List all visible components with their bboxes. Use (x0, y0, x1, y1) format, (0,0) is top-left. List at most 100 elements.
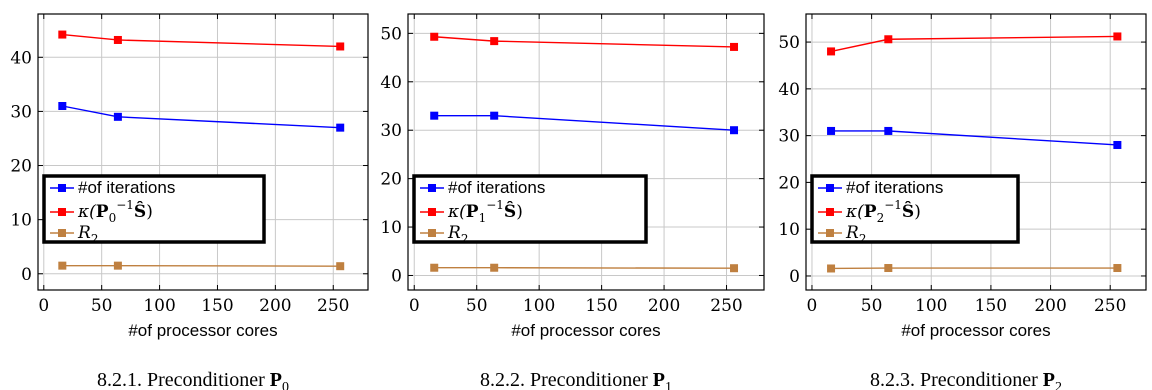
kappa-schur: Ŝ (902, 201, 914, 222)
plot-frame (37, 13, 369, 291)
kappa-schur: Ŝ (134, 201, 146, 222)
kappa-superscript: −1 (116, 198, 134, 212)
kappa-suffix: ) (146, 202, 153, 222)
data-point-2 (884, 264, 893, 273)
series-line-0 (62, 105, 341, 129)
x-tick-label: 100 (143, 296, 175, 316)
data-point-1 (490, 37, 499, 46)
data-point-2 (336, 262, 345, 271)
y-tick-label: 20 (10, 157, 32, 177)
x-tick-label: 150 (201, 296, 233, 316)
r-symbol: R (845, 223, 859, 243)
y-tick-label: 50 (380, 24, 402, 44)
x-tick-label: 150 (975, 296, 1007, 316)
y-tick-label: 30 (380, 121, 402, 141)
y-tick-label: 40 (778, 80, 800, 100)
data-point-0 (730, 126, 739, 135)
y-tick-label: 30 (778, 127, 800, 147)
r-symbol: R (447, 223, 461, 243)
y-tick-label: 10 (10, 211, 32, 231)
data-point-1 (730, 42, 739, 51)
x-tick-label: 50 (466, 296, 488, 316)
legend-swatch-marker (58, 208, 66, 216)
data-point-1 (827, 47, 836, 56)
data-point-1 (1113, 32, 1122, 41)
data-point-0 (827, 126, 836, 135)
r-symbol: R (77, 223, 91, 243)
data-point-1 (430, 32, 439, 41)
legend-swatch-marker (826, 229, 834, 237)
data-point-0 (1113, 140, 1122, 149)
data-point-0 (113, 112, 122, 121)
y-tick-label: 50 (778, 33, 800, 53)
legend-label-kappa: κ(P2−1Ŝ) (845, 198, 921, 225)
legend-label-r2: R2 (845, 223, 866, 246)
y-tick-label: 0 (21, 265, 32, 285)
legend-label-iterations: #of iterations (78, 178, 175, 197)
x-tick-label: 0 (409, 296, 420, 316)
y-tick-label: 40 (10, 48, 32, 68)
legend-label-kappa: κ(P1−1Ŝ) (447, 198, 523, 225)
legend-swatch-marker (428, 229, 436, 237)
x-tick-label: 250 (710, 296, 742, 316)
x-tick-label: 100 (915, 296, 947, 316)
caption-subscript: 2 (1055, 380, 1062, 390)
y-tick-label: 0 (391, 266, 402, 286)
legend-box (412, 174, 648, 244)
y-tick-label: 30 (10, 102, 32, 122)
legend-swatch-marker (58, 229, 66, 237)
legend-swatch-marker (428, 184, 436, 192)
legend-swatch-marker (428, 208, 436, 216)
x-axis-label: #of processor cores (511, 321, 660, 340)
kappa-suffix: ) (516, 202, 523, 222)
kappa-prefix: κ( (845, 202, 864, 222)
data-point-2 (490, 263, 499, 272)
legend-swatch-marker (826, 184, 834, 192)
series-line-1 (434, 36, 735, 48)
x-axis-label: #of processor cores (901, 321, 1050, 340)
panel-caption: 8.2.2. Preconditioner P1 (480, 369, 672, 390)
data-point-1 (58, 30, 67, 39)
data-point-1 (113, 35, 122, 44)
x-tick-label: 250 (1094, 296, 1126, 316)
r-subscript: 2 (91, 232, 99, 246)
legend-box (42, 174, 266, 244)
y-tick-label: 10 (380, 218, 402, 238)
data-point-2 (58, 261, 67, 270)
x-tick-label: 0 (807, 296, 818, 316)
caption-text: 8.2.1. Preconditioner (97, 369, 270, 390)
r-subscript: 2 (859, 232, 867, 246)
data-point-2 (113, 261, 122, 270)
r-subscript: 2 (461, 232, 469, 246)
chart-panel-p2: 0 50 100 150 200 250 0 10 20 30 40 50 #of processor … (778, 13, 1147, 390)
data-point-1 (884, 35, 893, 44)
x-tick-label: 50 (91, 296, 113, 316)
kappa-matrix: P (96, 202, 109, 222)
kappa-subscript: 2 (877, 211, 885, 225)
legend-label-r2: R2 (77, 223, 98, 246)
data-point-0 (490, 111, 499, 120)
caption-text: 8.2.3. Preconditioner (870, 369, 1043, 390)
legend-label-kappa: κ(P0−1Ŝ) (77, 198, 153, 225)
kappa-subscript: 1 (479, 211, 487, 225)
chart-panel-p1: 0 50 100 150 200 250 0 10 20 30 40 50 #of processor … (380, 13, 765, 390)
series-line-1 (830, 35, 1118, 53)
legend-label-iterations: #of iterations (448, 178, 545, 197)
y-tick-label: 10 (778, 220, 800, 240)
legend-label-iterations: #of iterations (846, 178, 943, 197)
kappa-suffix: ) (914, 202, 921, 222)
kappa-subscript: 0 (109, 211, 117, 225)
x-tick-label: 0 (38, 296, 49, 316)
x-tick-label: 200 (259, 296, 291, 316)
panel-caption: 8.2.1. Preconditioner P0 (97, 369, 289, 390)
x-axis-label: #of processor cores (128, 321, 277, 340)
caption-symbol: P (653, 369, 665, 390)
x-tick-label: 200 (1034, 296, 1066, 316)
x-tick-label: 100 (523, 296, 555, 316)
legend-swatch-marker (58, 184, 66, 192)
kappa-matrix: P (466, 202, 479, 222)
x-tick-label: 150 (585, 296, 617, 316)
y-tick-label: 20 (778, 173, 800, 193)
